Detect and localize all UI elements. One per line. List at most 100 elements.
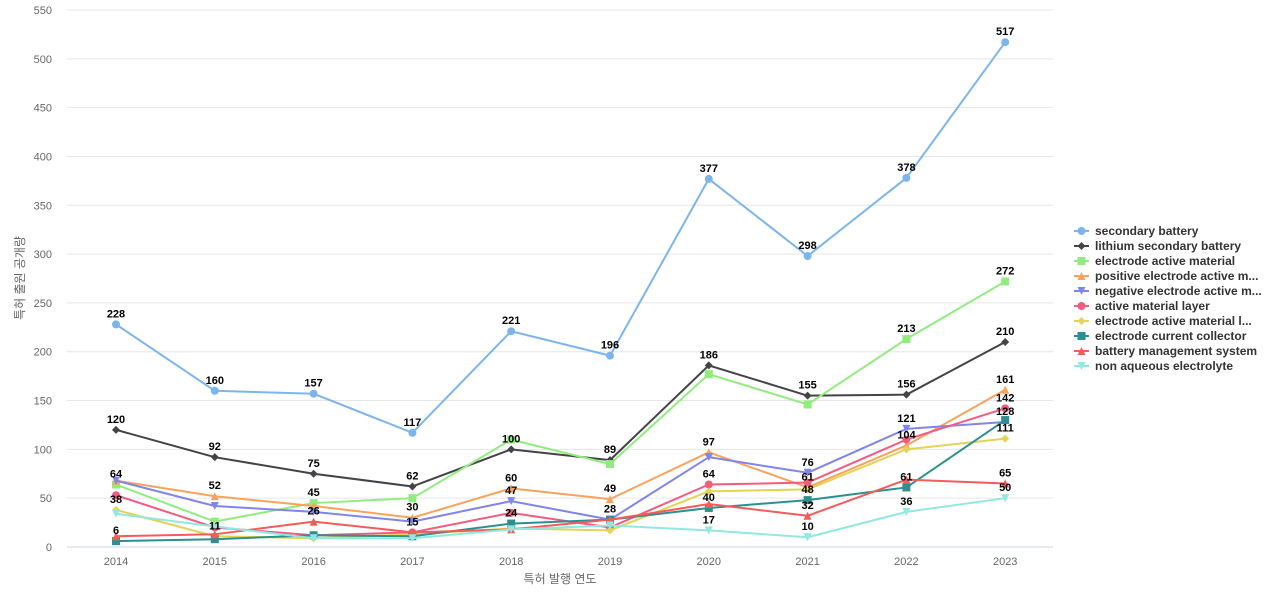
data-label: 97 bbox=[703, 436, 715, 448]
legend-label: battery management system bbox=[1095, 344, 1257, 358]
y-tick-label: 500 bbox=[34, 54, 52, 66]
data-point bbox=[507, 484, 516, 493]
data-point bbox=[112, 476, 120, 485]
legend-item[interactable]: non aqueous electrolyte bbox=[1074, 359, 1233, 373]
data-label: 32 bbox=[801, 500, 813, 512]
data-point bbox=[704, 480, 713, 489]
data-point bbox=[112, 537, 120, 546]
data-point bbox=[902, 483, 911, 492]
legend-marker bbox=[1077, 302, 1086, 310]
data-point bbox=[803, 468, 812, 477]
data-point bbox=[507, 445, 516, 454]
x-tick-label: 2015 bbox=[203, 556, 227, 568]
data-label: 186 bbox=[700, 349, 718, 361]
data-point bbox=[210, 386, 219, 395]
data-point bbox=[112, 491, 120, 500]
legend-item[interactable]: negative electrode active m... bbox=[1074, 284, 1262, 298]
data-point bbox=[309, 507, 318, 516]
data-label: 89 bbox=[604, 444, 616, 456]
data-label: 24 bbox=[505, 508, 518, 520]
series-4 bbox=[112, 418, 1010, 526]
data-point bbox=[902, 390, 911, 399]
series-line bbox=[115, 421, 1006, 523]
legend-item[interactable]: electrode active material l... bbox=[1074, 314, 1252, 328]
legend-item[interactable]: electrode current collector bbox=[1074, 329, 1247, 343]
data-label: 155 bbox=[798, 380, 816, 392]
data-point bbox=[902, 424, 911, 433]
data-label: 117 bbox=[404, 417, 422, 429]
data-point bbox=[902, 507, 911, 516]
data-label: 160 bbox=[206, 375, 224, 387]
legend-item[interactable]: positive electrode active m... bbox=[1074, 269, 1258, 283]
data-point bbox=[803, 400, 812, 409]
y-tick-label: 0 bbox=[46, 542, 52, 554]
data-point bbox=[606, 460, 614, 469]
legend-marker bbox=[1077, 257, 1086, 265]
legend-marker bbox=[1077, 332, 1086, 340]
data-label: 11 bbox=[209, 520, 221, 532]
legend-label: secondary battery bbox=[1095, 224, 1199, 238]
data-point bbox=[1001, 385, 1010, 394]
legend-marker bbox=[1077, 317, 1086, 325]
data-point bbox=[704, 526, 713, 535]
series-6 bbox=[112, 434, 1010, 543]
legend-item[interactable]: active material layer bbox=[1074, 299, 1210, 313]
data-label: 111 bbox=[997, 423, 1014, 435]
series-9 bbox=[112, 494, 1010, 543]
data-label: 28 bbox=[604, 504, 616, 516]
data-label: 298 bbox=[798, 240, 816, 252]
data-point bbox=[704, 370, 713, 379]
series-line bbox=[115, 407, 1006, 537]
data-label: 76 bbox=[801, 457, 813, 469]
data-point bbox=[704, 487, 713, 496]
data-point bbox=[803, 391, 812, 400]
legend-marker bbox=[1077, 362, 1086, 370]
data-point bbox=[902, 445, 911, 454]
data-label: 65 bbox=[999, 468, 1011, 480]
x-tick-label: 2019 bbox=[598, 556, 622, 568]
data-label: 104 bbox=[897, 429, 916, 441]
data-label: 52 bbox=[209, 480, 221, 492]
data-point bbox=[902, 335, 911, 344]
data-label: 157 bbox=[304, 378, 322, 390]
data-point bbox=[1001, 416, 1010, 425]
series-line bbox=[115, 497, 1006, 540]
data-point bbox=[210, 535, 219, 544]
legend-marker bbox=[1077, 287, 1086, 295]
data-point bbox=[210, 517, 219, 526]
data-label: 100 bbox=[502, 433, 520, 445]
series-lines bbox=[112, 38, 1010, 546]
data-point bbox=[902, 173, 911, 182]
data-point bbox=[1001, 434, 1010, 443]
axes: 0 50 100 150 200 250 300 350 400 450 500 550 2014 201… bbox=[34, 5, 1053, 568]
data-point bbox=[112, 320, 120, 329]
legend-label: non aqueous electrolyte bbox=[1095, 359, 1233, 373]
legend-marker bbox=[1077, 227, 1086, 235]
legend-item[interactable]: secondary battery bbox=[1074, 224, 1199, 238]
data-point bbox=[309, 534, 318, 543]
legend-item[interactable]: battery management system bbox=[1074, 344, 1257, 358]
data-point bbox=[902, 475, 911, 484]
data-label: 92 bbox=[209, 441, 221, 453]
data-point bbox=[408, 517, 417, 526]
data-point bbox=[309, 469, 318, 478]
data-label: 49 bbox=[604, 483, 616, 495]
data-label: 48 bbox=[801, 484, 813, 496]
data-point bbox=[606, 351, 614, 360]
legend-item[interactable]: lithium secondary battery bbox=[1074, 239, 1241, 253]
data-point bbox=[408, 534, 417, 543]
legend-label: positive electrode active m... bbox=[1095, 269, 1258, 283]
data-label: 26 bbox=[307, 506, 319, 518]
legend-item[interactable]: electrode active material bbox=[1074, 254, 1235, 268]
x-tick-label: 2017 bbox=[400, 556, 424, 568]
legend-label: electrode active material bbox=[1095, 254, 1235, 268]
data-point bbox=[507, 525, 516, 534]
data-label: 47 bbox=[505, 485, 517, 497]
y-axis-title: 특허 출원 공개량 bbox=[13, 236, 27, 320]
data-point bbox=[112, 425, 120, 434]
series-line bbox=[115, 280, 1006, 523]
y-tick-label: 250 bbox=[34, 298, 52, 310]
series-0 bbox=[112, 38, 1010, 437]
